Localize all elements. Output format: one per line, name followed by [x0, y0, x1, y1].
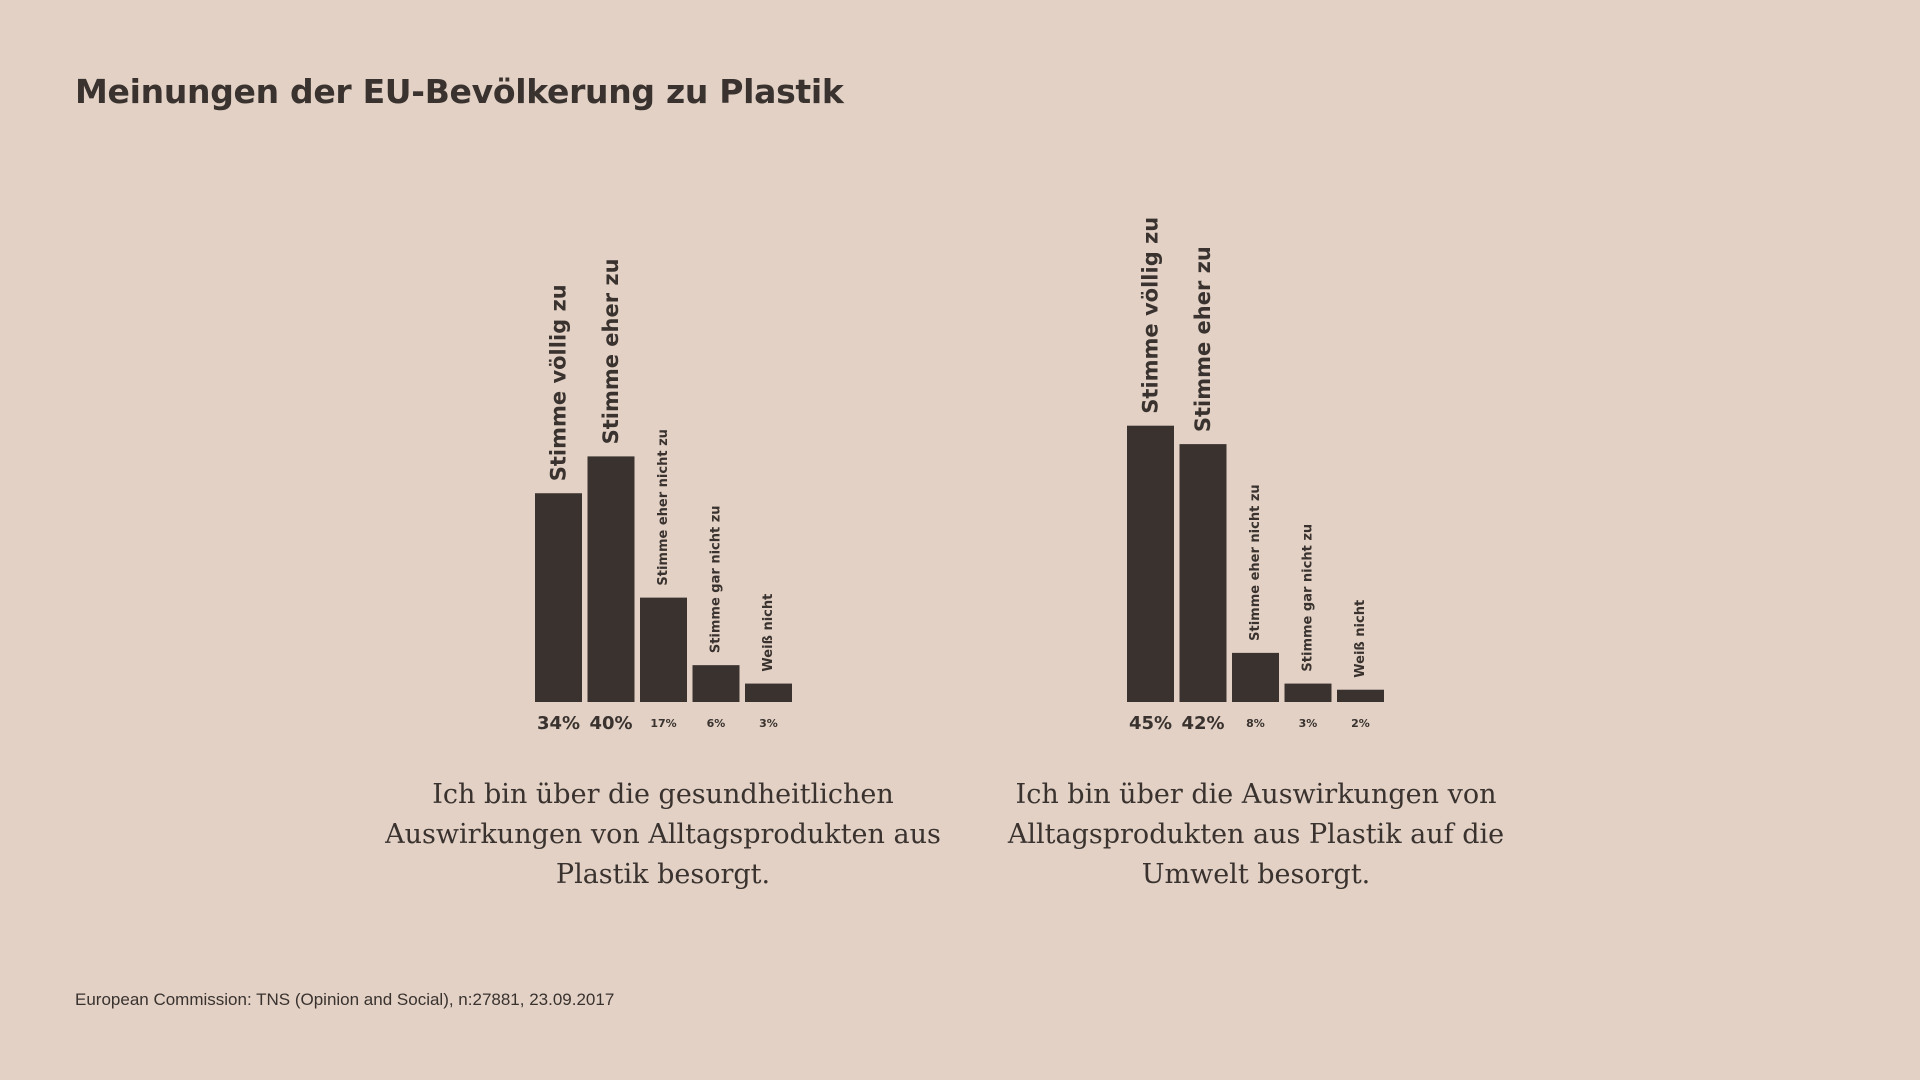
category-label: Stimme völlig zu: [1139, 217, 1163, 414]
value-label: 34%: [537, 713, 580, 734]
chart-2-caption: Ich bin über die Auswirkungen von Alltag…: [1007, 779, 1505, 890]
page-title: Meinungen der EU-Bevölkerung zu Plastik: [75, 72, 844, 111]
value-label: 3%: [759, 717, 778, 730]
bar-stimme-eher-zu: [587, 456, 635, 702]
category-label: Stimme eher zu: [599, 258, 623, 444]
value-label: 3%: [1299, 717, 1318, 730]
bar-chart-1: Stimme völlig zu 34% Stimme eher zu 40% Stim…: [535, 258, 792, 734]
category-label: Stimme gar nicht zu: [709, 505, 724, 653]
value-label: 6%: [707, 717, 726, 730]
source-note: European Commission: TNS (Opinion and So…: [75, 990, 615, 1009]
bar-stimme-eher-zu: [1179, 444, 1227, 702]
bar-stimme-voellig-zu: [1127, 425, 1174, 702]
bar-stimme-gar-nicht-zu: [692, 665, 740, 702]
value-label: 2%: [1351, 717, 1370, 730]
category-label: Stimme gar nicht zu: [1301, 524, 1316, 672]
value-label: 45%: [1129, 713, 1172, 734]
value-label: 17%: [650, 717, 676, 730]
chart-1-caption: Ich bin über die gesundheitlichen Auswir…: [385, 779, 941, 890]
category-label: Weiß nicht: [761, 594, 776, 672]
bar-chart-2: Stimme völlig zu 45% Stimme eher zu 42% Stim…: [1127, 217, 1384, 734]
bar-weiss-nicht: [745, 683, 792, 702]
bar-stimme-eher-nicht-zu: [640, 597, 687, 702]
category-label: Stimme völlig zu: [547, 284, 571, 481]
bar-weiss-nicht: [1337, 689, 1384, 702]
category-label: Stimme eher zu: [1191, 246, 1215, 432]
value-label: 40%: [589, 713, 632, 734]
value-label: 8%: [1246, 717, 1265, 730]
category-label: Stimme eher nicht zu: [1248, 484, 1263, 641]
bar-stimme-eher-nicht-zu: [1232, 652, 1279, 702]
category-label: Stimme eher nicht zu: [656, 429, 671, 586]
value-label: 42%: [1181, 713, 1224, 734]
bar-stimme-voellig-zu: [535, 493, 582, 702]
category-label: Weiß nicht: [1353, 600, 1368, 678]
bar-stimme-gar-nicht-zu: [1284, 683, 1332, 702]
